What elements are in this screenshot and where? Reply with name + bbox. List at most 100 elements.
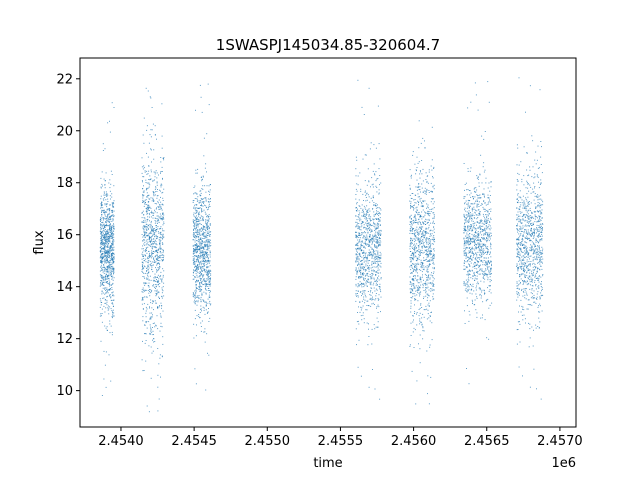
data-point [422, 274, 423, 276]
data-point [419, 200, 421, 202]
data-point [468, 213, 470, 215]
data-point [101, 222, 103, 223]
data-point [463, 247, 465, 249]
data-point [419, 243, 421, 245]
data-point [356, 202, 358, 203]
data-point [420, 259, 422, 261]
data-point [431, 233, 433, 235]
data-point [112, 275, 114, 277]
data-point [107, 250, 108, 252]
data-point [147, 187, 149, 189]
data-point [146, 234, 148, 236]
data-point [195, 261, 197, 263]
data-point [427, 309, 429, 311]
data-point [199, 231, 201, 233]
data-point [106, 239, 107, 241]
data-point [143, 370, 145, 371]
data-point [468, 279, 470, 281]
data-point [147, 272, 149, 274]
data-point [475, 243, 477, 245]
data-point [426, 299, 428, 301]
data-point [468, 310, 470, 312]
data-point [420, 284, 422, 286]
data-point [361, 221, 363, 222]
data-point [419, 295, 420, 297]
data-point [418, 238, 420, 240]
data-point [412, 279, 413, 281]
data-point [193, 229, 195, 231]
data-point [409, 276, 411, 278]
data-point [150, 246, 152, 247]
data-point [471, 248, 473, 250]
data-point [207, 262, 209, 264]
data-point [103, 243, 105, 245]
data-point [194, 265, 196, 267]
data-point [356, 260, 358, 262]
data-point [368, 323, 369, 325]
data-point [428, 239, 430, 241]
data-point [377, 105, 379, 107]
data-point [195, 281, 197, 283]
data-point [422, 330, 424, 332]
data-point [414, 298, 416, 300]
data-point [362, 293, 364, 295]
data-point [156, 293, 158, 295]
data-point [414, 277, 416, 279]
data-point [426, 243, 428, 245]
data-point [143, 235, 145, 237]
data-point [475, 235, 477, 236]
data-point [146, 273, 148, 275]
data-point [410, 241, 412, 243]
data-point [198, 256, 200, 258]
data-point [377, 218, 379, 220]
data-point [433, 217, 435, 219]
data-point [419, 239, 421, 241]
data-point [143, 185, 144, 187]
data-point [412, 154, 414, 156]
data-point [427, 275, 429, 276]
data-point [143, 191, 145, 193]
data-point [472, 278, 474, 280]
data-point [377, 246, 379, 247]
data-point [432, 243, 434, 245]
data-point [369, 265, 371, 267]
data-point [208, 214, 210, 216]
data-point [371, 264, 373, 266]
data-point [101, 224, 103, 226]
data-point [142, 194, 144, 195]
data-point [368, 336, 370, 337]
data-point [107, 236, 109, 237]
data-point [481, 255, 483, 257]
data-point [106, 211, 108, 213]
data-point [375, 235, 377, 237]
data-point [113, 262, 115, 264]
data-point [377, 178, 379, 179]
data-point [370, 216, 372, 218]
data-point [157, 236, 159, 237]
data-point [370, 197, 372, 199]
data-point [362, 267, 364, 269]
data-point [152, 251, 154, 252]
data-point [201, 241, 203, 243]
data-point [428, 317, 430, 319]
data-point [160, 186, 162, 188]
data-point [369, 201, 371, 203]
data-point [155, 241, 157, 243]
data-point [106, 256, 108, 258]
data-point [424, 220, 426, 222]
data-point [374, 258, 376, 260]
data-point [380, 241, 382, 243]
data-point [479, 265, 481, 267]
data-point [359, 256, 361, 257]
data-point [113, 315, 115, 317]
data-point [149, 307, 150, 309]
data-point [142, 134, 144, 136]
data-point [375, 274, 377, 275]
data-point [198, 212, 199, 214]
data-point [152, 253, 154, 254]
data-point [160, 201, 162, 203]
data-point [466, 290, 468, 292]
data-point [193, 257, 195, 259]
data-point [413, 244, 414, 246]
data-point [206, 284, 208, 286]
